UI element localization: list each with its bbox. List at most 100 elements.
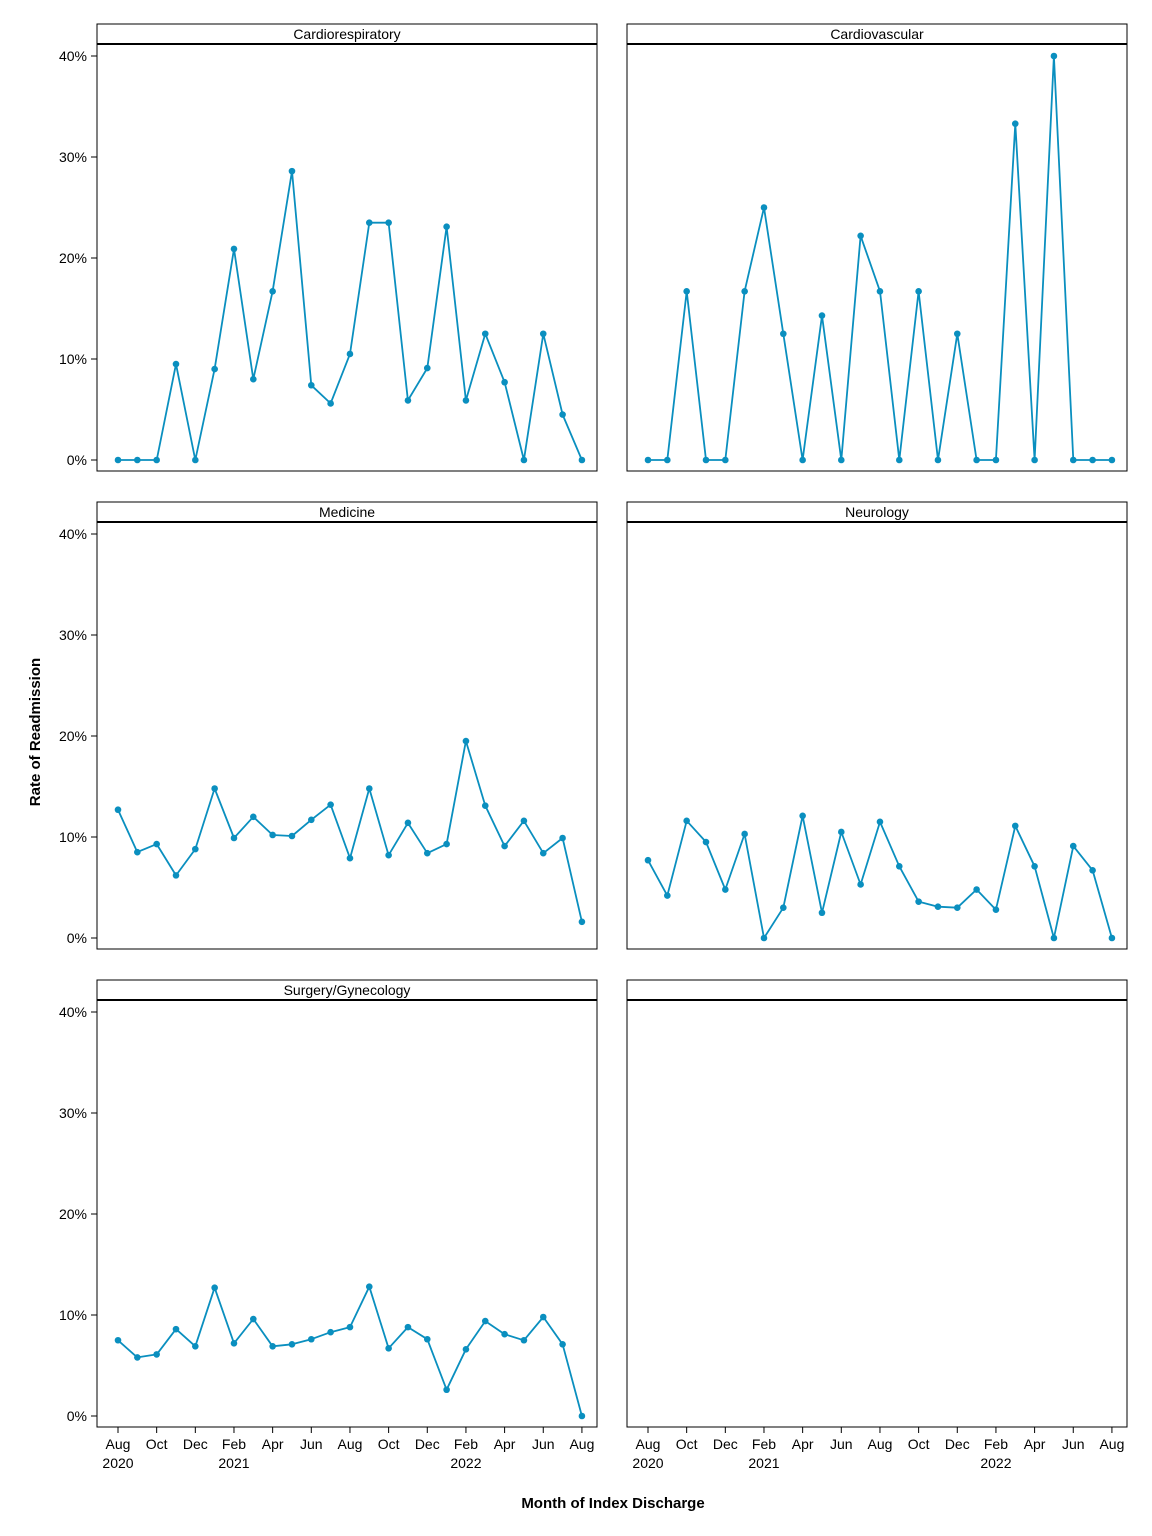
x-tick-label: Apr (262, 1436, 284, 1452)
data-point (559, 834, 566, 842)
data-point (915, 288, 922, 295)
data-point (702, 456, 710, 464)
data-point (1089, 867, 1096, 874)
y-tick-label: 30% (59, 627, 87, 643)
data-point (134, 456, 141, 464)
data-point (308, 1335, 315, 1343)
data-point (481, 330, 489, 338)
series-line (117, 740, 583, 923)
panel-frame (96, 521, 598, 950)
data-point (172, 1325, 180, 1333)
panel-frame (96, 999, 598, 1428)
data-point (211, 785, 218, 792)
x-tick-year-label: 2022 (450, 1455, 481, 1471)
panel-title: Cardiorespiratory (293, 26, 400, 42)
data-point (385, 851, 392, 859)
data-point (308, 816, 315, 824)
data-point (153, 840, 160, 848)
data-point (934, 456, 942, 464)
data-point (578, 918, 586, 926)
data-point (327, 801, 334, 808)
data-point (1031, 456, 1038, 464)
x-tick-label: Apr (1024, 1436, 1046, 1452)
data-point (346, 1323, 354, 1331)
data-point (578, 456, 586, 464)
y-tick-label: 20% (59, 728, 87, 744)
data-point (269, 1343, 276, 1350)
data-point (559, 1340, 566, 1348)
data-point (857, 232, 864, 240)
x-tick-year-label: 2020 (632, 1455, 663, 1471)
data-point (230, 1339, 238, 1347)
panel-frame (626, 999, 1128, 1428)
data-point (365, 785, 373, 792)
x-tick-label: Feb (454, 1436, 478, 1452)
data-point (722, 456, 729, 464)
data-point (346, 854, 354, 862)
data-point (250, 1315, 257, 1323)
panel-title: Medicine (319, 504, 375, 520)
data-point (799, 456, 806, 464)
x-tick-label: Feb (984, 1436, 1008, 1452)
data-point (192, 456, 199, 464)
data-point (423, 364, 431, 372)
data-point (760, 204, 768, 211)
data-point (288, 167, 296, 175)
data-point (876, 818, 884, 826)
data-point (114, 1336, 122, 1344)
x-tick-label: Aug (636, 1436, 661, 1452)
data-point (385, 1345, 392, 1352)
data-point (404, 397, 412, 404)
data-point (780, 330, 787, 338)
data-point (462, 397, 470, 404)
panel: Aug 2020 Oct Dec Feb 2021 Apr Jun Aug Oct Dec Feb 20… (626, 979, 1128, 1471)
data-point (423, 849, 431, 857)
data-point (1069, 456, 1077, 464)
x-tick-label: Aug (867, 1436, 892, 1452)
data-point (760, 934, 768, 942)
data-point (520, 817, 528, 825)
x-tick-year-label: 2022 (980, 1455, 1011, 1471)
data-point (1011, 120, 1019, 127)
panel: Surgery/Gynecology 0% 10% 20% 30% 40% Aug 2020 O… (59, 979, 598, 1471)
data-point (818, 312, 826, 319)
data-point (1031, 862, 1038, 870)
data-point (269, 288, 276, 295)
data-point (664, 456, 671, 464)
data-point (481, 802, 489, 809)
data-point (644, 856, 652, 864)
data-point (269, 831, 276, 839)
data-point (114, 456, 122, 464)
data-point (838, 828, 845, 836)
data-point (992, 906, 1000, 914)
data-point (327, 1328, 334, 1336)
y-tick-label: 20% (59, 250, 87, 266)
data-point (953, 330, 961, 338)
data-point (722, 886, 729, 893)
data-point (702, 838, 710, 846)
x-tick-label: Oct (676, 1436, 698, 1452)
data-point (915, 898, 922, 905)
data-point (559, 411, 566, 418)
data-point (172, 872, 180, 879)
data-point (934, 903, 942, 910)
data-point (780, 904, 787, 911)
data-point (346, 350, 354, 358)
x-tick-year-label: 2020 (102, 1455, 133, 1471)
panel: Medicine 0% 10% 20% 30% 40% (59, 501, 598, 950)
x-tick-label: Oct (146, 1436, 168, 1452)
data-point (443, 223, 450, 230)
data-point (172, 360, 180, 368)
y-tick-label: 0% (67, 930, 87, 946)
data-point (250, 375, 257, 383)
series-line (117, 1285, 583, 1417)
data-point (423, 1335, 431, 1343)
data-point (114, 806, 122, 814)
data-point (799, 812, 806, 820)
data-point (250, 813, 257, 821)
data-point (1108, 456, 1116, 464)
y-tick-label: 40% (59, 1004, 87, 1020)
data-point (153, 456, 160, 464)
x-tick-label: Aug (1099, 1436, 1124, 1452)
data-point (992, 456, 1000, 464)
